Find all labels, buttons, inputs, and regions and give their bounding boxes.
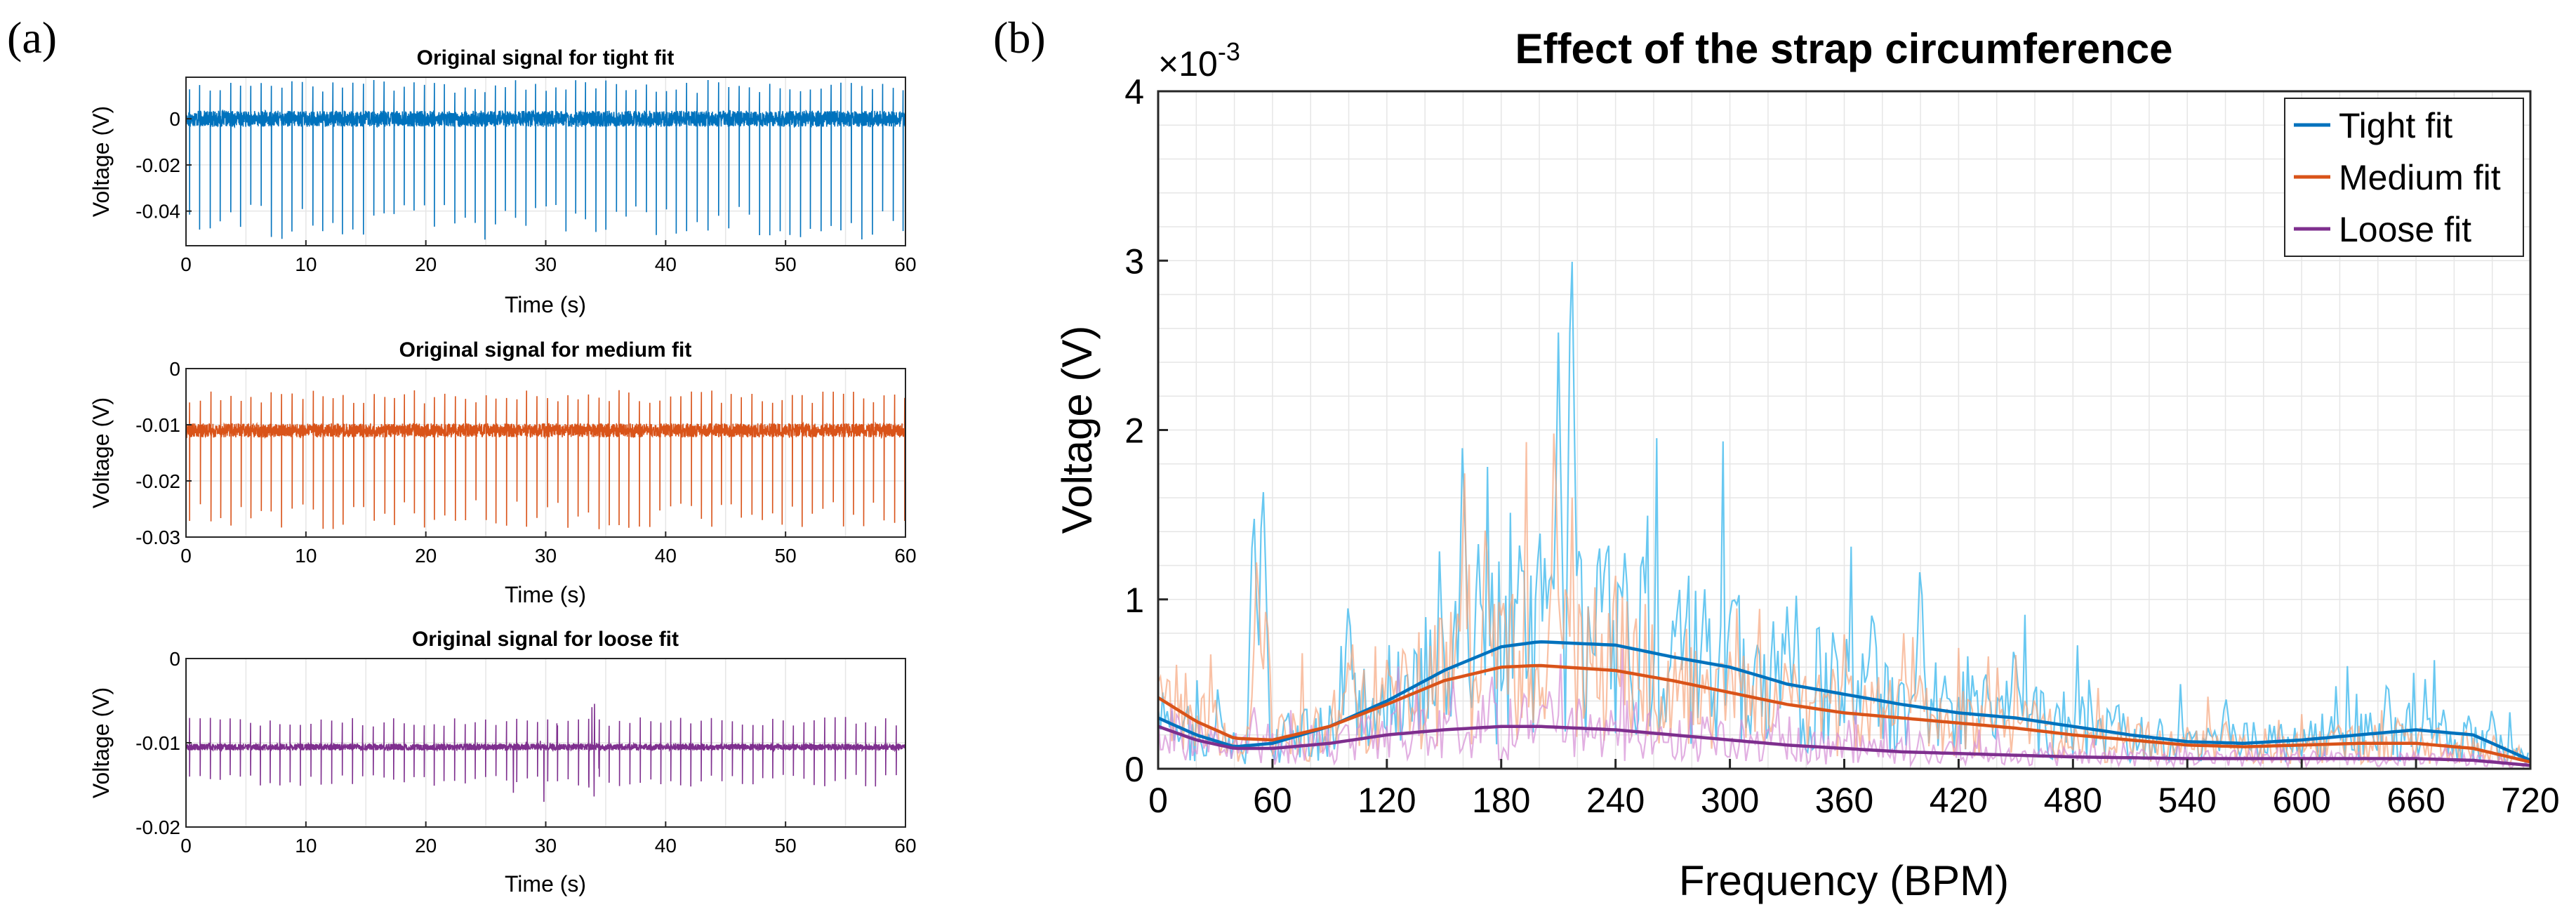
x-tick-label: 120 <box>1357 781 1416 820</box>
subplot-medium-xlabel: Time (s) <box>505 582 586 607</box>
panel-a-label: (a) <box>7 13 57 62</box>
subplot-medium: Original signal for medium fit 0 10 20 30 40… <box>88 338 917 607</box>
signal-line-loose <box>185 703 906 802</box>
x-tick-label: 60 <box>894 253 916 275</box>
subplot-loose: Original signal for loose fit 0 10 20 30 40 5… <box>88 628 917 897</box>
panel-b-label: (b) <box>993 13 1046 62</box>
x-tick-label: 0 <box>1148 781 1168 820</box>
x-tick-label: 60 <box>894 545 916 567</box>
subplot-loose-ylabel: Voltage (V) <box>88 687 114 798</box>
x-tick-label: 10 <box>295 253 317 275</box>
y-tick-label: 3 <box>1124 242 1144 281</box>
y-tick-label: -0.04 <box>135 201 180 223</box>
signal-line-tight <box>185 79 906 240</box>
legend-label-tight: Tight fit <box>2339 106 2452 145</box>
subplot-tight: Original signal for tight fit 0 10 20 30 40 5… <box>88 46 917 317</box>
x-tick-label: 0 <box>180 545 192 567</box>
subplot-medium-title: Original signal for medium fit <box>399 338 692 362</box>
subplot-tight-ylabel: Voltage (V) <box>88 106 114 217</box>
x-tick-label: 0 <box>180 253 192 275</box>
subplot-loose-xlabel: Time (s) <box>505 871 586 897</box>
y-tick-label: -0.02 <box>135 470 180 492</box>
spectrum-ylabel: Voltage (V) <box>1054 326 1101 534</box>
legend: Tight fit Medium fit Loose fit <box>2284 98 2524 257</box>
smooth-line-tight <box>1157 640 2531 762</box>
subplot-loose-title: Original signal for loose fit <box>412 628 679 651</box>
spectrum-title: Effect of the strap circumference <box>1515 25 2173 72</box>
x-tick-label: 300 <box>1701 781 1759 820</box>
y-tick-label: -0.02 <box>135 816 180 838</box>
x-tick-label: 40 <box>655 253 677 275</box>
x-tick-label: 60 <box>894 835 916 857</box>
x-tick-label: 0 <box>180 835 192 857</box>
y-tick-label: 0 <box>169 358 180 380</box>
subplot-tight-title: Original signal for tight fit <box>417 46 675 70</box>
x-tick-label: 10 <box>295 835 317 857</box>
x-tick-label: 30 <box>535 835 557 857</box>
y-tick-label: 2 <box>1124 411 1144 451</box>
raw-spectrum-tight <box>1157 261 2529 765</box>
x-tick-label: 180 <box>1472 781 1530 820</box>
x-tick-label: 40 <box>655 545 677 567</box>
spectrum-xlabel: Frequency (BPM) <box>1679 857 2009 904</box>
x-tick-label: 50 <box>775 835 797 857</box>
raw-spectrum-medium <box>1157 433 2529 767</box>
x-tick-label: 240 <box>1586 781 1645 820</box>
x-tick-label: 20 <box>415 835 437 857</box>
y-exponent-label: ×10-3 <box>1158 37 1240 84</box>
y-tick-label: 0 <box>1124 750 1144 789</box>
y-tick-label: 1 <box>1124 581 1144 620</box>
x-tick-label: 720 <box>2501 781 2559 820</box>
subplot-tight-xlabel: Time (s) <box>505 292 586 317</box>
x-tick-label: 660 <box>2386 781 2445 820</box>
smooth-line-loose <box>1157 725 2531 767</box>
x-tick-label: 10 <box>295 545 317 567</box>
y-tick-label: 0 <box>169 108 180 130</box>
y-tick-label: 0 <box>169 648 180 670</box>
legend-label-medium: Medium fit <box>2339 158 2501 197</box>
x-tick-label: 30 <box>535 545 557 567</box>
x-tick-label: 360 <box>1815 781 1873 820</box>
smooth-line-medium <box>1157 663 2531 764</box>
y-tick-label: -0.02 <box>135 154 180 176</box>
x-tick-label: 480 <box>2044 781 2102 820</box>
y-tick-label: -0.01 <box>135 732 180 754</box>
y-tick-label: 4 <box>1124 72 1144 112</box>
subplot-medium-ylabel: Voltage (V) <box>88 397 114 508</box>
x-tick-label: 600 <box>2272 781 2330 820</box>
x-tick-label: 60 <box>1253 781 1292 820</box>
x-tick-label: 540 <box>2158 781 2217 820</box>
signal-line-medium <box>185 390 906 529</box>
x-tick-label: 50 <box>775 253 797 275</box>
spectrum-chart: Effect of the strap circumference 0 60 120… <box>1054 25 2560 904</box>
y-tick-label: -0.03 <box>135 527 180 548</box>
x-tick-label: 20 <box>415 253 437 275</box>
x-tick-label: 420 <box>1930 781 1988 820</box>
y-tick-label: -0.01 <box>135 414 180 436</box>
x-tick-label: 50 <box>775 545 797 567</box>
x-tick-label: 30 <box>535 253 557 275</box>
x-tick-label: 20 <box>415 545 437 567</box>
legend-label-loose: Loose fit <box>2339 210 2471 249</box>
x-tick-label: 40 <box>655 835 677 857</box>
